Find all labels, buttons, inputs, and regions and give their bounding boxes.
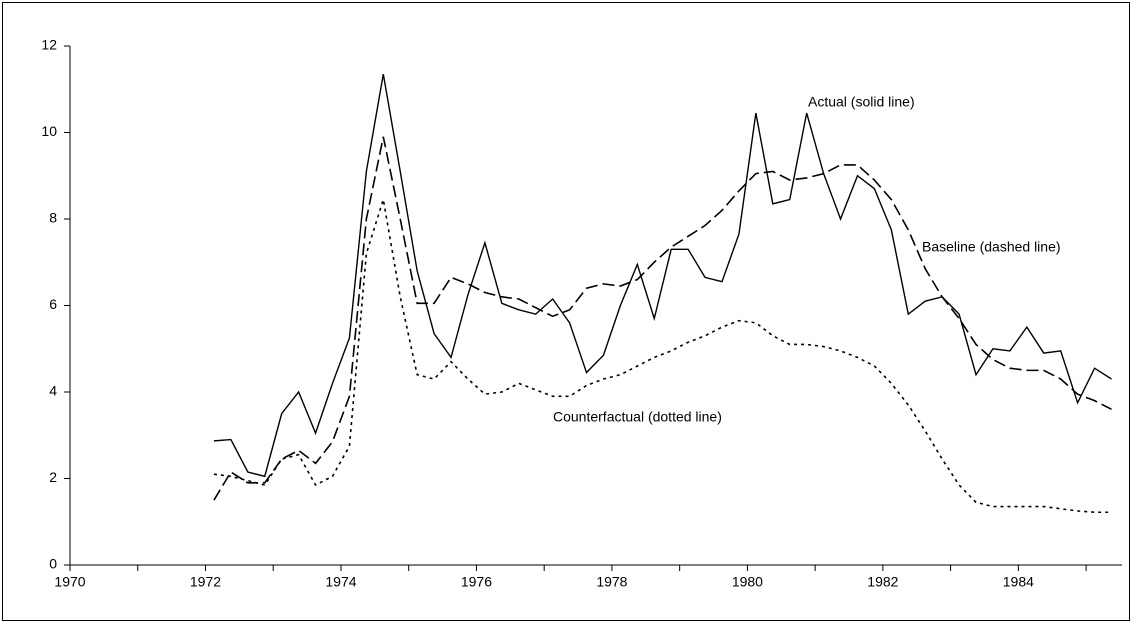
y-tick-label: 2	[49, 469, 57, 485]
x-tick-label: 1984	[1003, 574, 1034, 590]
y-tick-label: 12	[41, 37, 57, 53]
series-label: Actual (solid line)	[808, 94, 915, 110]
series-label: Counterfactual (dotted line)	[553, 409, 722, 425]
series-line	[213, 136, 1112, 501]
y-tick-label: 10	[41, 123, 57, 139]
series-line	[213, 199, 1112, 514]
x-tick-label: 1972	[190, 574, 221, 590]
series-label: Baseline (dashed line)	[922, 239, 1061, 255]
x-tick-label: 1976	[461, 574, 492, 590]
x-tick-label: 1978	[596, 574, 627, 590]
x-tick-label: 1980	[732, 574, 763, 590]
y-tick-label: 0	[49, 556, 57, 572]
x-tick-label: 1982	[867, 574, 898, 590]
x-tick-label: 1970	[54, 574, 85, 590]
y-tick-label: 8	[49, 210, 57, 226]
x-tick-label: 1974	[325, 574, 356, 590]
y-tick-label: 4	[49, 383, 57, 399]
y-tick-label: 6	[49, 296, 57, 312]
